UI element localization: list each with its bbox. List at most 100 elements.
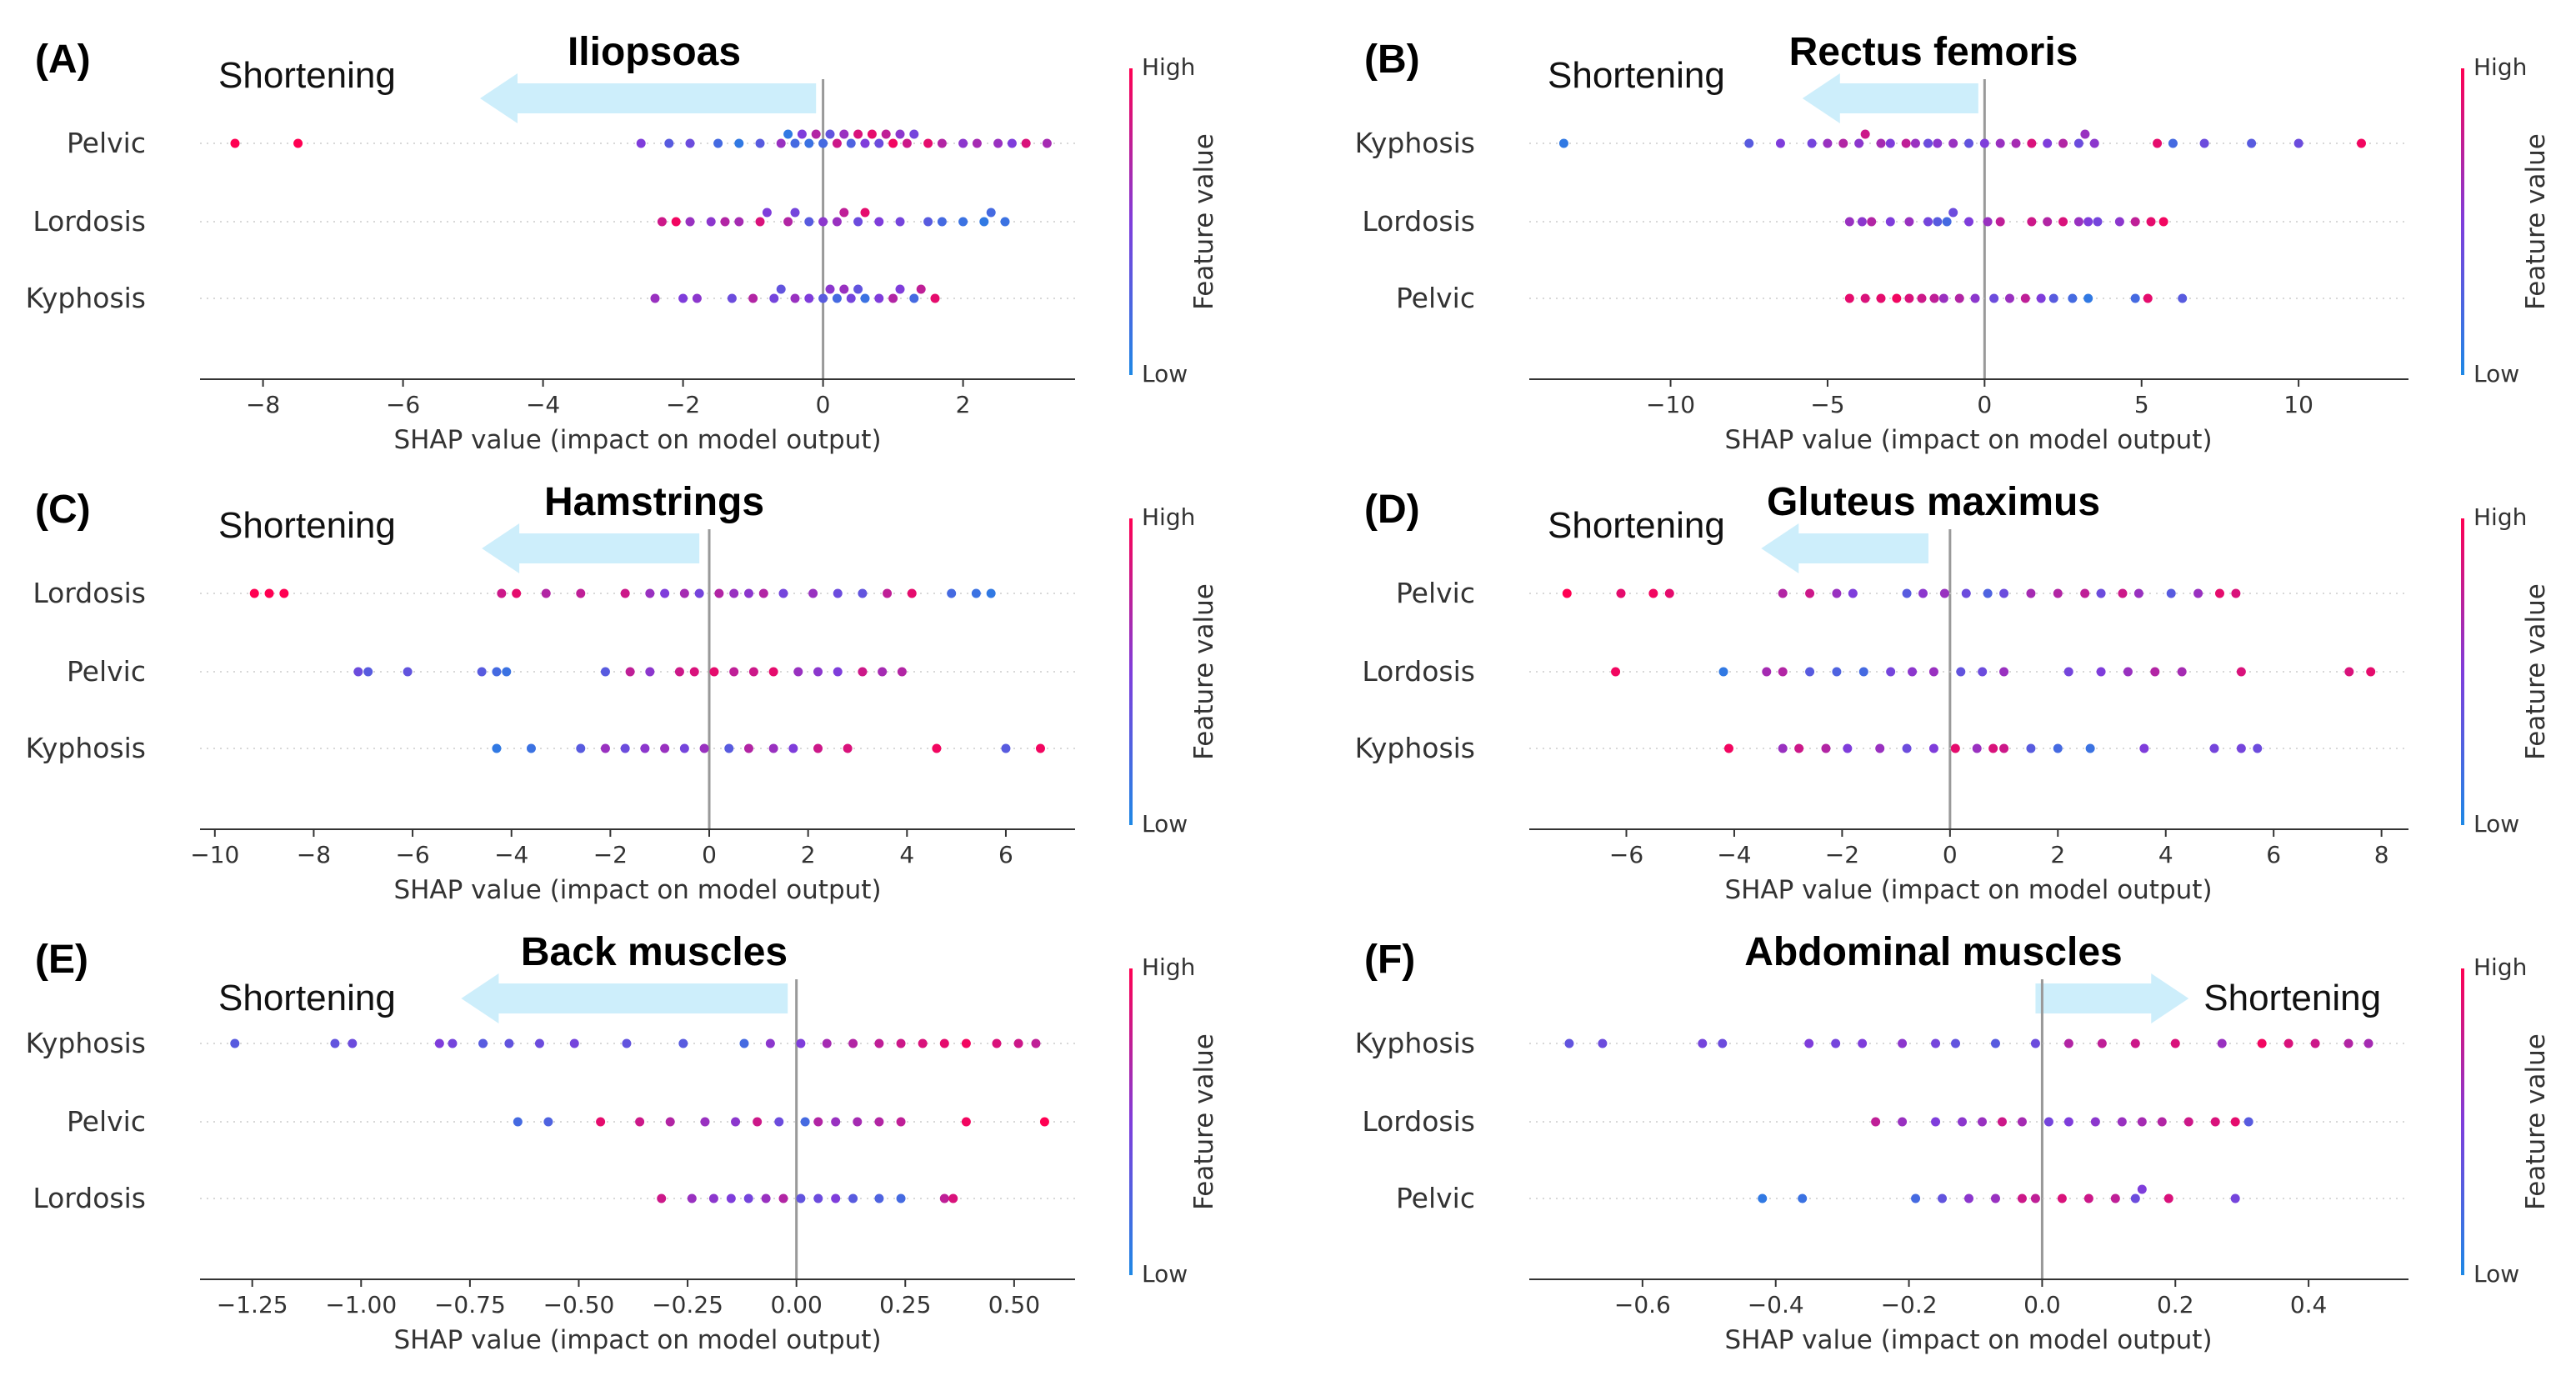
shap-point <box>576 589 585 598</box>
x-tick-label: −0.6 <box>1614 1291 1671 1318</box>
colorbar-title: Feature value <box>1189 583 1219 760</box>
shap-point <box>874 1039 883 1048</box>
shap-point <box>818 218 828 227</box>
shap-point <box>1971 294 1980 303</box>
colorbar-title: Feature value <box>2521 1033 2551 1210</box>
shap-point <box>709 1194 718 1203</box>
shap-point <box>734 218 743 227</box>
shap-point <box>2178 294 2187 303</box>
shap-point <box>931 294 940 303</box>
x-tick-label: 2 <box>956 391 971 418</box>
shap-point <box>2005 294 2014 303</box>
shap-point <box>791 208 800 218</box>
shap-point <box>2366 668 2375 677</box>
shap-point <box>896 285 905 294</box>
shortening-arrow <box>1803 73 1978 123</box>
shap-point <box>1776 139 1785 148</box>
shap-point <box>2294 139 2303 148</box>
feature-label: Kyphosis <box>26 1027 146 1059</box>
shap-point <box>858 589 867 598</box>
shap-point <box>796 1194 805 1203</box>
x-tick-label: 0 <box>816 391 831 418</box>
shap-point <box>664 139 673 148</box>
shap-point <box>791 139 800 148</box>
shap-point <box>2215 589 2224 598</box>
shap-point <box>962 1039 971 1048</box>
shap-point <box>813 744 823 753</box>
shap-point <box>897 1118 906 1127</box>
x-tick-label: 0.00 <box>770 1291 822 1318</box>
shap-point <box>826 285 835 294</box>
panel-b: (B) Rectus femoris Shortening Kyphosis Lordo… <box>1355 30 2551 455</box>
shap-point <box>813 668 823 677</box>
colorbar-title: Feature value <box>2521 133 2551 310</box>
shap-point <box>2021 294 2030 303</box>
shap-point <box>774 1118 783 1127</box>
shap-point <box>818 139 828 148</box>
shap-point <box>839 208 848 218</box>
colorbar-title: Feature value <box>2521 583 2551 760</box>
shap-point <box>504 1039 513 1048</box>
shap-point <box>527 744 536 753</box>
shap-point <box>250 589 259 598</box>
shap-point <box>570 1039 579 1048</box>
shap-point <box>2200 139 2209 148</box>
shap-point <box>1031 1039 1040 1048</box>
shap-point <box>2153 139 2162 148</box>
shap-point <box>1929 744 1938 753</box>
shap-point <box>2131 1039 2140 1048</box>
shap-point <box>2138 1185 2147 1194</box>
shap-point <box>2209 744 2218 753</box>
shap-point <box>1877 139 1886 148</box>
shap-point <box>1832 589 1841 598</box>
shap-point <box>1043 139 1052 148</box>
colorbar-high-label: High <box>2473 503 2527 531</box>
shap-point <box>958 139 968 148</box>
shap-point <box>812 130 821 139</box>
shap-point <box>744 1194 753 1203</box>
x-tick-label: −4 <box>526 391 560 418</box>
shap-point <box>1617 589 1626 598</box>
shap-point <box>2018 1194 2027 1203</box>
shap-point <box>744 744 753 753</box>
shap-point <box>1858 218 1867 227</box>
shap-point <box>1999 589 2008 598</box>
shap-point <box>2193 589 2203 598</box>
panels: (A) Iliopsoas Shortening Pelvic Lordosis Kyph… <box>26 30 2551 1355</box>
shap-point <box>972 589 981 598</box>
feature-label: Kyphosis <box>1355 1027 1475 1059</box>
shap-point <box>1762 668 1771 677</box>
feature-label: Pelvic <box>1396 282 1475 314</box>
shap-point <box>353 668 363 677</box>
shap-point <box>2097 668 2106 677</box>
shap-point <box>686 139 695 148</box>
x-tick-label: 5 <box>2134 391 2149 418</box>
shap-point <box>839 285 848 294</box>
shap-point <box>756 139 765 148</box>
shap-point <box>796 1039 805 1048</box>
shap-point <box>1014 1039 1023 1048</box>
shap-point <box>888 139 898 148</box>
shap-point <box>883 589 892 598</box>
shap-point <box>868 130 877 139</box>
colorbar-high-label: High <box>2473 53 2527 81</box>
colorbar-low-label: Low <box>2473 1260 2519 1288</box>
shap-point <box>596 1118 605 1127</box>
shap-point <box>448 1039 457 1048</box>
shap-point <box>874 139 883 148</box>
shap-point <box>265 589 274 598</box>
x-tick-label: −4 <box>1717 841 1751 868</box>
shap-point <box>2064 1039 2073 1048</box>
shap-point <box>2159 218 2168 227</box>
x-axis-label: SHAP value (impact on model output) <box>393 1325 881 1355</box>
shap-point <box>2043 139 2052 148</box>
shap-point <box>497 589 506 598</box>
shap-point <box>1040 1118 1049 1127</box>
x-tick-label: 6 <box>2266 841 2281 868</box>
shap-point <box>2168 139 2178 148</box>
shortening-arrow <box>482 523 699 573</box>
panel-f: (F) Abdominal muscles Shortening Kyphosis Lo… <box>1355 930 2551 1355</box>
x-axis-label: SHAP value (impact on model output) <box>393 875 881 905</box>
shap-point <box>1861 294 1870 303</box>
shap-point <box>680 589 689 598</box>
